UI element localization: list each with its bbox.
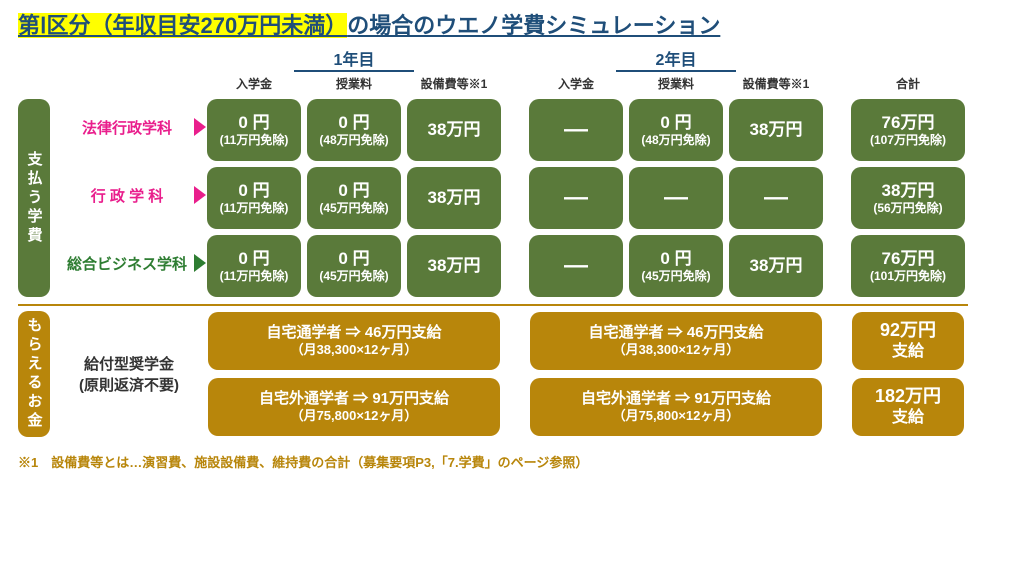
fee-cell: 0 円(11万円免除) [207, 167, 301, 229]
fee-cell: — [529, 167, 623, 229]
fee-cell: 38万円 [729, 235, 823, 297]
footnote: ※1 設備費等とは…演習費、施設設備費、維持費の合計（募集要項P3,「7.学費」… [18, 452, 1006, 471]
side-label-receive: もらえるお金 [18, 311, 50, 437]
scholarship-total: 182万円支給 [852, 378, 964, 436]
scholarship-label: 給付型奨学金(原則返済不要) [54, 308, 204, 440]
dept-label: 行 政 学 科 [54, 164, 204, 226]
side-label-pay: 支払う学費 [18, 99, 50, 297]
fee-cell: 0 円(48万円免除) [629, 99, 723, 161]
fee-cell: 38万円 [407, 235, 501, 297]
fee-cell: 76万円(107万円免除) [851, 99, 965, 161]
dept-label: 総合ビジネス学科 [54, 232, 204, 294]
fee-cell: — [529, 99, 623, 161]
fee-cell: 38万円 [407, 167, 501, 229]
simulation-table: 1年目2年目入学金授業料設備費等※1入学金授業料設備費等※1合計支払う学費法律行… [18, 46, 1006, 440]
fee-cell: 38万円 [407, 99, 501, 161]
dept-label: 法律行政学科 [54, 96, 204, 158]
fee-cell: 0 円(45万円免除) [629, 235, 723, 297]
fee-cell: — [629, 167, 723, 229]
fee-cell: — [729, 167, 823, 229]
fee-cell: 0 円(48万円免除) [307, 99, 401, 161]
fee-cell: — [529, 235, 623, 297]
scholarship-cell: 自宅外通学者 ⇒ 91万円支給（月75,800×12ヶ月） [208, 378, 500, 436]
scholarship-total: 92万円支給 [852, 312, 964, 370]
page-title: 第Ⅰ区分（年収目安270万円未満）の場合のウエノ学費シミュレーション [18, 8, 1006, 40]
scholarship-cell: 自宅通学者 ⇒ 46万円支給（月38,300×12ヶ月） [530, 312, 822, 370]
scholarship-cell: 自宅外通学者 ⇒ 91万円支給（月75,800×12ヶ月） [530, 378, 822, 436]
fee-cell: 38万円 [729, 99, 823, 161]
fee-cell: 38万円(56万円免除) [851, 167, 965, 229]
fee-cell: 0 円(11万円免除) [207, 99, 301, 161]
fee-cell: 0 円(11万円免除) [207, 235, 301, 297]
fee-cell: 76万円(101万円免除) [851, 235, 965, 297]
fee-cell: 0 円(45万円免除) [307, 235, 401, 297]
scholarship-cell: 自宅通学者 ⇒ 46万円支給（月38,300×12ヶ月） [208, 312, 500, 370]
fee-cell: 0 円(45万円免除) [307, 167, 401, 229]
